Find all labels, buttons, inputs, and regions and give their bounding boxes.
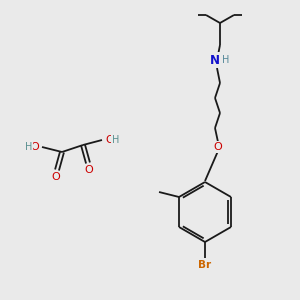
- Text: O: O: [30, 142, 39, 152]
- Text: N: N: [210, 53, 220, 67]
- Text: O: O: [85, 165, 93, 175]
- Text: H: H: [222, 55, 230, 65]
- Text: O: O: [105, 135, 114, 145]
- Text: O: O: [214, 142, 222, 152]
- Text: Br: Br: [198, 260, 212, 270]
- Text: H: H: [25, 142, 32, 152]
- Text: O: O: [52, 172, 60, 182]
- Text: H: H: [112, 135, 119, 145]
